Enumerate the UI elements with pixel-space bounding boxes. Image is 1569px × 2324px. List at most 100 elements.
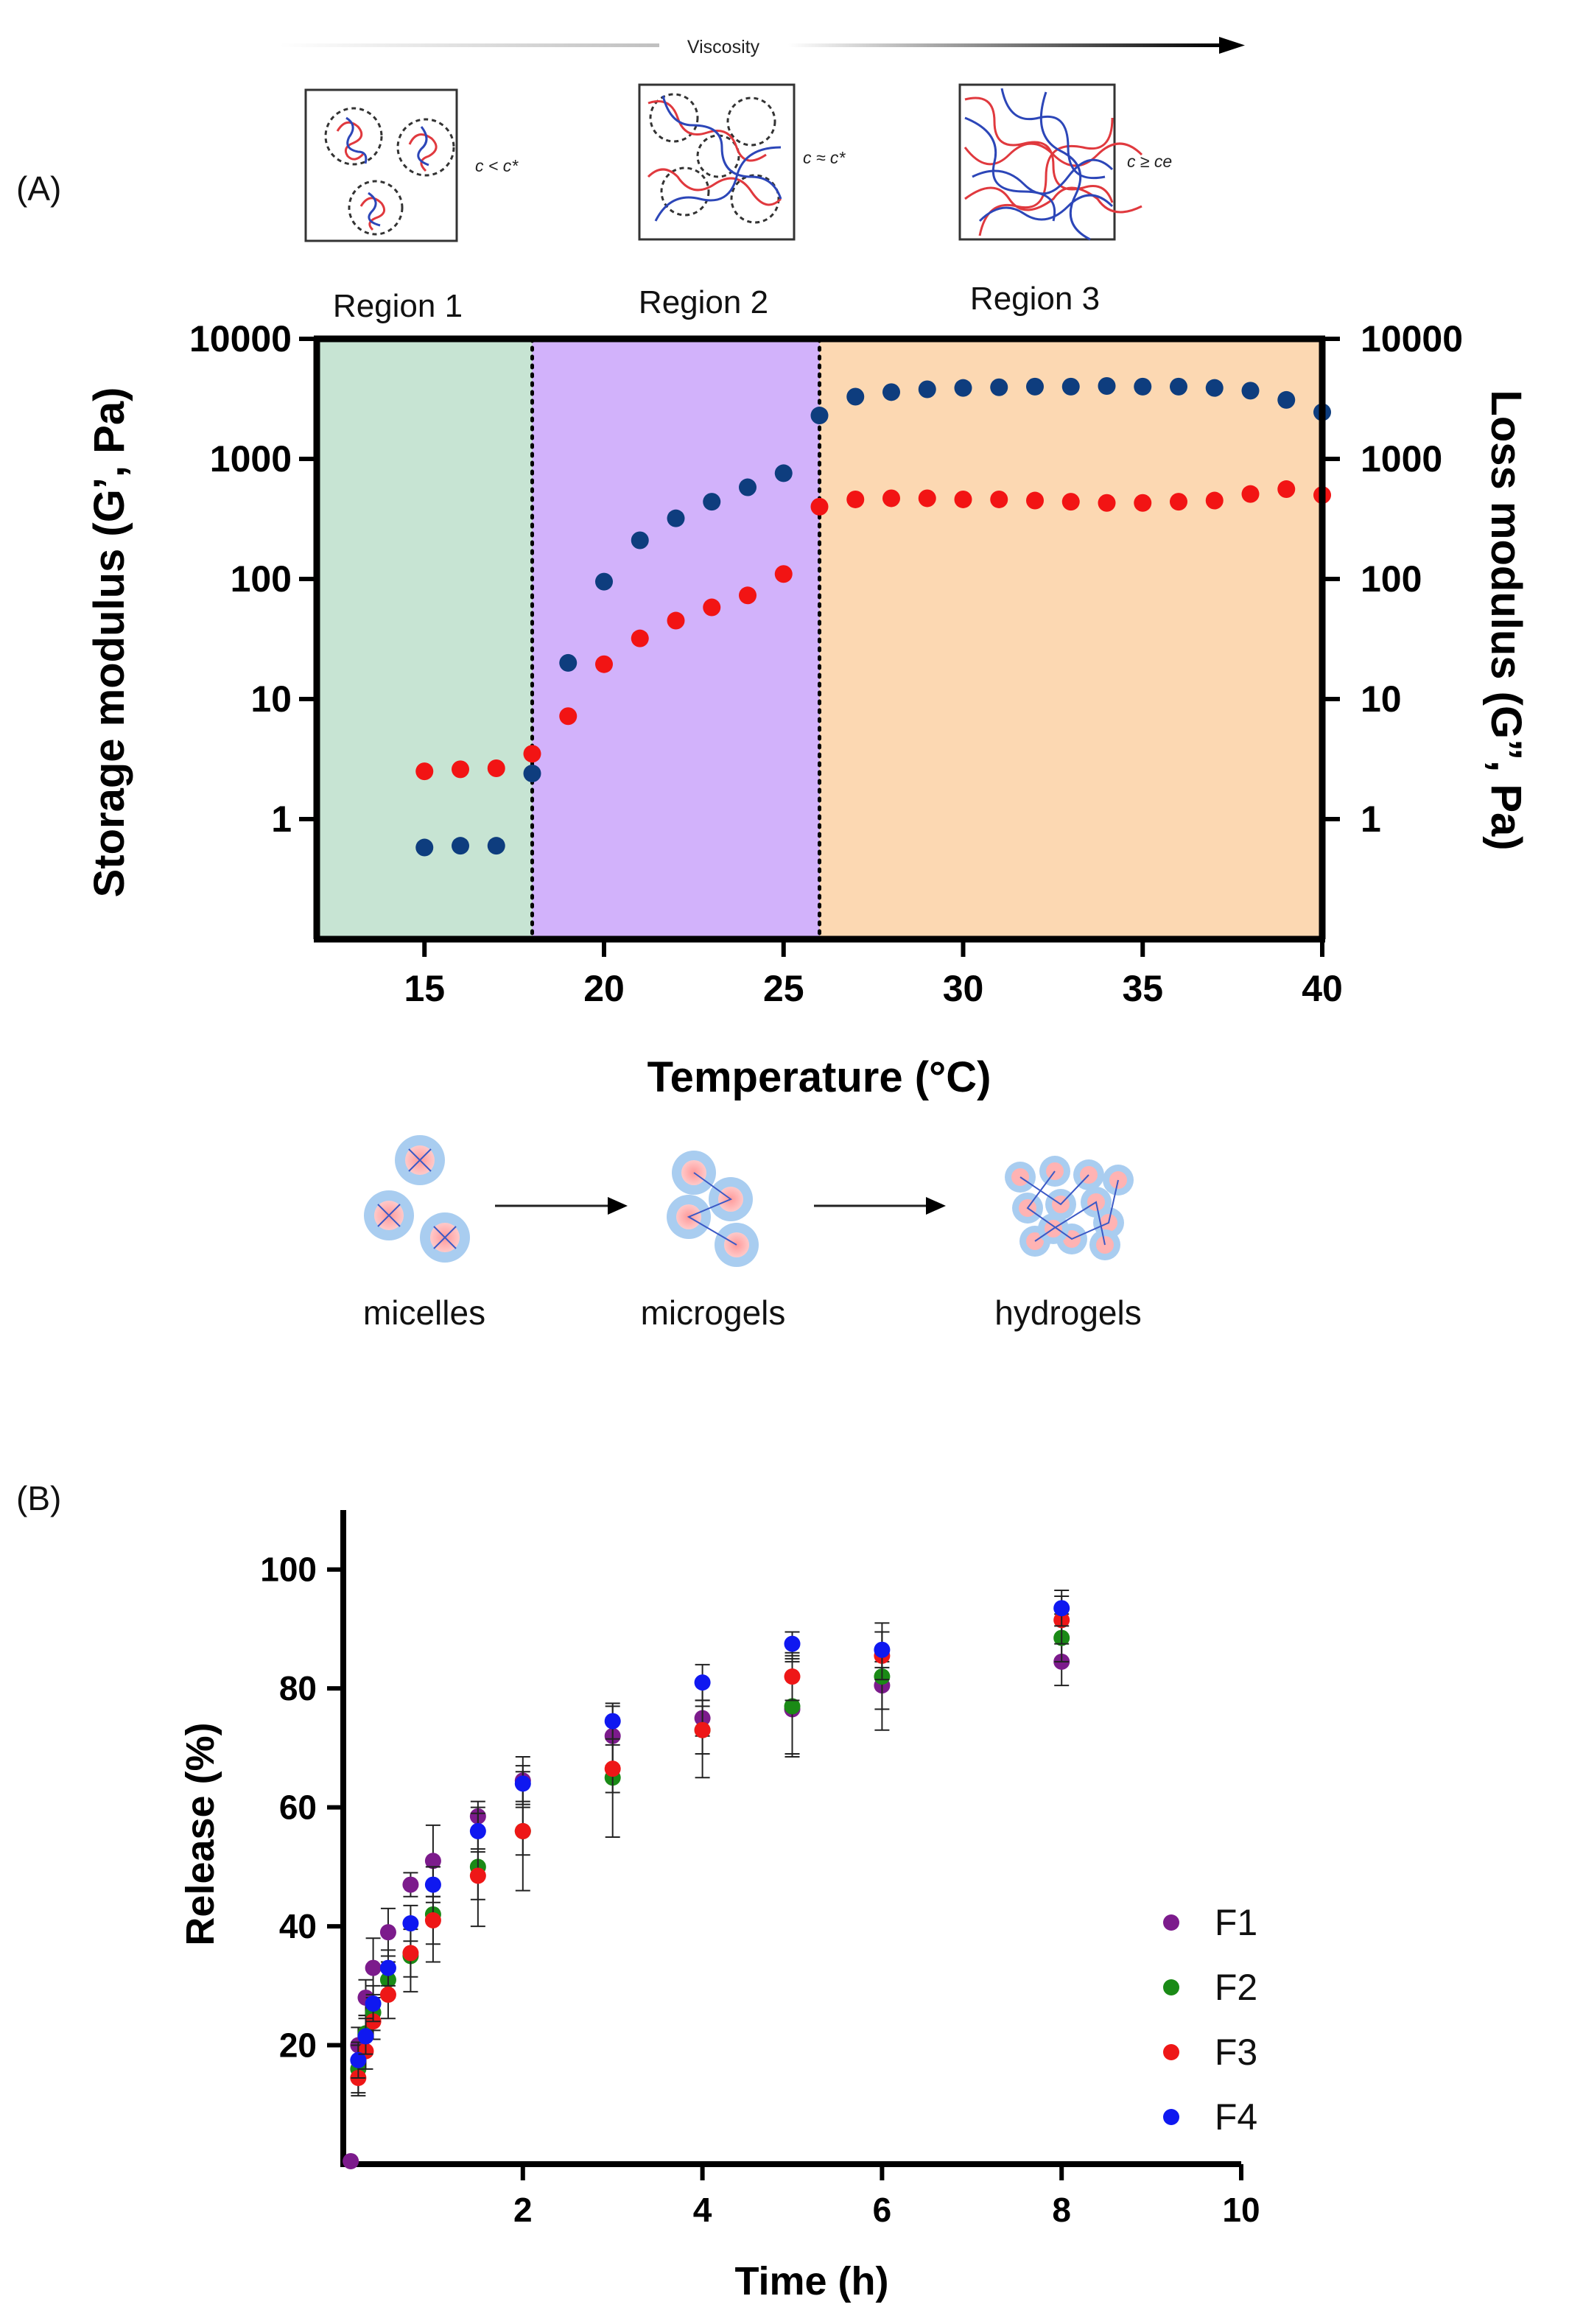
storage-point (523, 765, 541, 783)
ylabel-b: Release (%) (178, 1722, 222, 1945)
ticks-b: 2 4 6 8 10 20 40 60 80 100 (260, 1551, 1260, 2229)
loss-point (1026, 491, 1044, 510)
region-boundaries (530, 337, 821, 941)
f3-point (379, 1986, 396, 2003)
f4-point (694, 1674, 711, 1691)
x-tick-label-35: 35 (1122, 968, 1163, 1009)
arrow-1 (495, 1197, 628, 1215)
viscosity-arrow: Viscosity (280, 37, 1245, 57)
f3-point (424, 1912, 441, 1929)
storage-point (774, 464, 793, 482)
series-f4 (350, 1589, 1070, 2079)
x-tick-label-2: 2 (513, 2191, 533, 2229)
loss-point (523, 745, 541, 763)
legend-marker-f3 (1163, 2044, 1179, 2060)
legend-marker-f1 (1163, 1914, 1179, 1931)
axes-b (340, 1510, 1241, 2167)
f4-point (402, 1915, 419, 1932)
x-tick-label-6: 6 (873, 2191, 892, 2229)
f4-point (350, 2051, 367, 2068)
f1-point (365, 1959, 382, 1976)
concentration-schematics: c < c* c ≈ c* c ≥ ce (304, 83, 1172, 242)
storage-point (882, 383, 900, 401)
loss-point (990, 490, 1008, 508)
ylabel-a-right: Loss modulus (G”, Pa) (1482, 390, 1530, 850)
f4-point (379, 1959, 396, 1976)
x-tick-label-40: 40 (1302, 968, 1343, 1009)
loss-point (739, 586, 757, 605)
loss-point (1241, 485, 1260, 503)
legend-label-f3: F3 (1215, 2032, 1257, 2073)
y-tick-label-80: 80 (279, 1669, 317, 1707)
loss-point (846, 490, 865, 508)
entangled-coils (963, 88, 1143, 241)
x-tick-label-10: 10 (1222, 2191, 1260, 2229)
loss-point (1098, 494, 1116, 512)
storage-point (452, 837, 469, 855)
y-tick-label-20: 20 (279, 2026, 317, 2065)
storage-point (487, 837, 505, 855)
release-series (343, 1589, 1070, 2169)
region-backgrounds (317, 339, 1322, 939)
f4-point (874, 1641, 891, 1658)
region-2-background (532, 339, 820, 939)
storage-point (810, 407, 829, 425)
storage-point (631, 531, 649, 550)
f3-point (469, 1867, 486, 1884)
loss-point (1277, 480, 1296, 499)
storage-point (667, 509, 685, 527)
overlap-box (638, 83, 796, 241)
panel-b-label: (B) (16, 1479, 61, 1517)
chart-a: Region 1 Region 2 Region 3 15 20 25 30 35 401 11… (85, 281, 1530, 1101)
y-tick-label-left-1: 1 (271, 798, 292, 840)
legend-label-f4: F4 (1215, 2096, 1257, 2138)
loss-point (703, 598, 721, 617)
storage-point (559, 653, 578, 672)
dilute-coils (324, 107, 455, 236)
storage-point (1134, 377, 1152, 396)
storage-point (1098, 376, 1116, 395)
loss-point (1170, 493, 1187, 511)
f3-point (694, 1721, 711, 1738)
storage-point (918, 380, 936, 399)
y-tick-label-left-100: 100 (231, 558, 292, 600)
panel-a-label: (A) (16, 169, 61, 208)
f2-point (784, 1698, 801, 1715)
y-tick-label-left-10: 10 (250, 678, 292, 720)
stage-label-microgels: microgels (641, 1293, 786, 1332)
y-tick-label-left-1000: 1000 (210, 438, 292, 480)
storage-point (954, 379, 972, 397)
y-tick-label-right-1000: 1000 (1361, 438, 1442, 480)
f3-point (784, 1668, 801, 1685)
loss-point (1061, 493, 1080, 511)
region-label-2: Region 2 (639, 284, 768, 320)
storage-point (1205, 379, 1224, 397)
storage-point (990, 378, 1008, 396)
f1-point (402, 1876, 419, 1893)
chart-b: 2 4 6 8 10 20 40 60 80 100 F1 F2 F3 F4 Time (h) Rele… (178, 1510, 1260, 2303)
f1-point (424, 1853, 441, 1870)
legend-label-f1: F1 (1215, 1902, 1257, 1943)
x-tick-label-8: 8 (1052, 2191, 1071, 2229)
x-tick-label-20: 20 (583, 968, 625, 1009)
loss-point (774, 565, 793, 583)
concentration-label-3: c ≥ ce (1127, 152, 1172, 171)
hydrogels-icon (1005, 1156, 1134, 1260)
stage-label-micelles: micelles (363, 1293, 485, 1332)
arrow-2 (814, 1197, 946, 1215)
f4-point (1053, 1600, 1070, 1617)
f3-point (604, 1760, 621, 1777)
loss-point (1205, 491, 1224, 510)
concentration-label-1: c < c* (475, 156, 519, 175)
y-tick-label-right-100: 100 (1361, 558, 1422, 600)
overlap-coils (647, 93, 782, 224)
region-3-background (819, 339, 1322, 939)
dilute-box (304, 88, 458, 242)
phase-schematic: micelles microgels hydrogels (363, 1135, 1142, 1332)
y-tick-label-40: 40 (279, 1907, 317, 1945)
loss-point (415, 762, 434, 781)
viscosity-label: Viscosity (687, 37, 760, 57)
ticks-a: 15 20 25 30 35 40 1 1 10 10 100 100 1000 1000 10000 100… (189, 318, 1463, 1009)
xlabel-a: Temperature (°C) (647, 1053, 991, 1101)
